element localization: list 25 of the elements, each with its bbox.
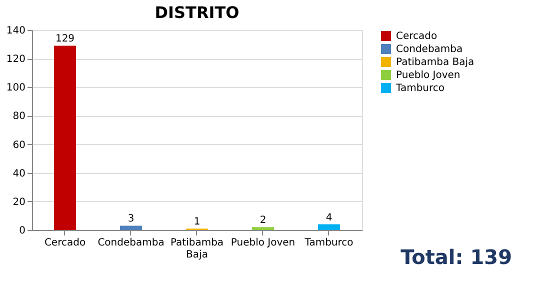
y-tick-label: 40 (12, 168, 26, 180)
text: Total: 139 (400, 245, 512, 269)
legend-label: Pueblo Joven (396, 70, 460, 81)
x-tick-label: Pueblo Joven (230, 238, 296, 248)
data-label: 4 (326, 212, 332, 224)
y-tick-label: 20 (12, 196, 26, 208)
y-tick-label: 0 (19, 226, 26, 236)
x-tick-label: Condebamba (98, 238, 164, 248)
data-label: 2 (260, 215, 266, 226)
y-tick-label: 60 (12, 140, 26, 151)
legend-label: Patibamba Baja (396, 57, 474, 68)
legend-label: Tamburco (395, 83, 445, 94)
x-tick-label: Tamburco (304, 238, 354, 248)
y-tick-label: 100 (6, 82, 26, 94)
y-tick-label: 120 (6, 54, 26, 66)
data-label: 129 (55, 34, 75, 45)
legend-label: Condebamba (396, 44, 463, 55)
data-label: 3 (128, 214, 134, 225)
x-tick-label: Patibamba Baja (170, 238, 224, 260)
legend-label: Cercado (396, 31, 438, 42)
data-label: 1 (194, 216, 200, 228)
y-tick-label: 140 (6, 26, 26, 36)
y-tick-label: 80 (12, 111, 26, 122)
x-tick-label: Cercado (44, 238, 86, 248)
chart-title: DISTRITO (154, 3, 240, 22)
